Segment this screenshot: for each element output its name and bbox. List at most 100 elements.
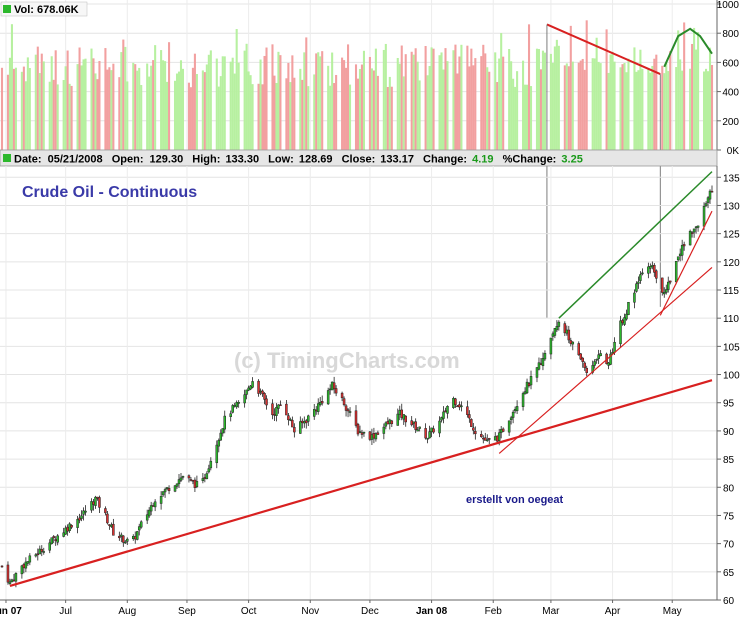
volume-bar	[460, 44, 463, 150]
volume-bar	[205, 64, 208, 150]
volume-bar	[98, 60, 101, 150]
volume-bar	[106, 69, 109, 150]
volume-bar	[637, 70, 640, 150]
volume-bar	[162, 60, 165, 150]
candle-body	[609, 353, 612, 365]
volume-bar	[112, 63, 115, 151]
candle-body	[362, 431, 366, 434]
volume-bar	[398, 63, 401, 151]
candle-body	[247, 387, 250, 391]
volume-bar	[293, 77, 296, 150]
volume-bar	[370, 68, 373, 150]
volume-bar	[627, 58, 630, 150]
candle-body	[22, 564, 26, 569]
volume-bar	[313, 74, 316, 150]
candle-body	[106, 513, 109, 524]
volume-bar	[175, 73, 179, 150]
candle-body	[96, 496, 99, 499]
volume-bar	[472, 65, 475, 150]
volume-bar	[468, 66, 471, 150]
candle-body	[527, 382, 531, 387]
volume-bar	[207, 54, 210, 150]
candle-body	[145, 514, 149, 521]
candle-body	[271, 403, 274, 416]
candle-body	[133, 536, 137, 540]
candle-body	[651, 265, 654, 268]
candle-body	[360, 432, 364, 435]
candle-body	[663, 292, 666, 295]
candle-body	[26, 561, 30, 564]
volume-bar	[104, 48, 107, 150]
volume-bar	[703, 71, 706, 150]
volume-bar	[583, 69, 586, 150]
candle-body	[468, 414, 471, 419]
candle-body	[52, 536, 55, 539]
volume-bar	[593, 58, 596, 151]
candle-body	[279, 404, 282, 406]
candle-body	[112, 523, 115, 536]
candle-body	[597, 354, 600, 359]
volume-bar	[237, 62, 240, 151]
x-tick-label: Jan 08	[416, 606, 448, 617]
volume-bar	[655, 54, 658, 151]
volume-label-box	[0, 1, 88, 17]
volume-bar	[496, 82, 499, 150]
volume-bar	[567, 66, 570, 150]
price-panel: (c) TimingCharts.com Crude Oil - Continu…	[0, 166, 740, 617]
candle-body	[647, 266, 650, 274]
candle-body	[470, 419, 473, 427]
candle-body	[66, 526, 69, 532]
candle-body	[120, 534, 123, 537]
volume-bar	[551, 62, 554, 150]
candle-body	[430, 427, 433, 433]
volume-bar	[40, 53, 43, 150]
volume-bar	[96, 79, 99, 150]
volume-bar	[679, 59, 682, 150]
volume-bar	[181, 68, 185, 150]
candle-body	[48, 542, 51, 551]
volume-bar	[82, 59, 85, 150]
volume-bar	[555, 39, 558, 150]
candle-body	[14, 573, 18, 582]
candle-body	[54, 539, 57, 541]
x-tick-label: Apr	[605, 606, 621, 617]
candle-body	[386, 421, 390, 425]
volume-bar	[382, 49, 385, 151]
volume-bar	[80, 65, 83, 150]
candle-body	[94, 496, 97, 506]
volume-bar	[667, 71, 670, 150]
volume-bar	[195, 74, 198, 150]
candle-body	[537, 362, 541, 370]
candle-body	[440, 417, 443, 421]
volume-bar	[565, 63, 568, 151]
volume-bar	[68, 83, 71, 150]
volume-bar	[599, 63, 602, 150]
volume-trend-line	[546, 23, 661, 75]
volume-bar	[539, 69, 543, 150]
candle-body	[181, 476, 185, 478]
volume-legend-swatch	[3, 5, 11, 13]
volume-bar	[8, 57, 11, 150]
volume-bar	[191, 67, 194, 150]
volume-bar	[402, 76, 405, 150]
candle-body	[245, 389, 248, 395]
candle-body	[76, 519, 79, 528]
candle-body	[507, 420, 511, 433]
price-tick-label: 80	[723, 483, 735, 494]
volume-bar	[470, 48, 473, 150]
x-tick-label: Nov	[301, 606, 319, 617]
volume-bar	[553, 46, 556, 150]
volume-bar	[591, 58, 594, 150]
candle-body	[34, 554, 38, 557]
volume-bar	[356, 78, 360, 150]
candle-body	[90, 501, 93, 511]
volume-bar	[458, 56, 461, 150]
candle-body	[623, 317, 626, 325]
volume-bar	[285, 78, 288, 150]
volume-bar	[315, 53, 318, 150]
volume-bar	[317, 52, 320, 150]
candle-body	[708, 190, 712, 200]
candle-body	[668, 280, 672, 283]
candle-body	[135, 531, 139, 540]
volume-bar	[233, 73, 236, 150]
